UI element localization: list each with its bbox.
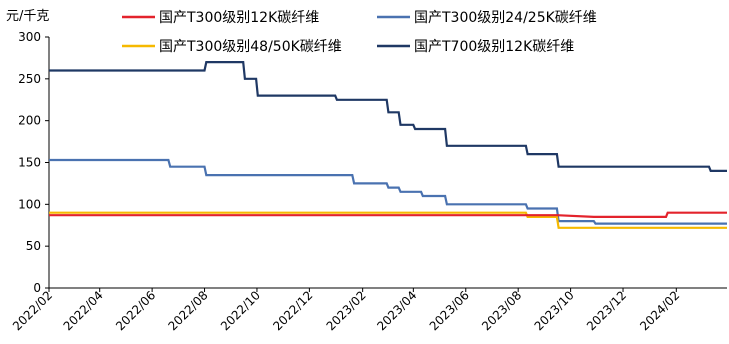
x-tick-label: 2022/10 bbox=[218, 288, 263, 333]
series-line-2 bbox=[49, 158, 727, 225]
x-tick-label: 2024/02 bbox=[637, 288, 682, 333]
x-tick-label: 2023/02 bbox=[324, 288, 369, 333]
series-line-4 bbox=[49, 60, 727, 172]
y-tick-label: 150 bbox=[18, 156, 41, 170]
y-axis-unit-label: 元/千克 bbox=[6, 9, 49, 24]
x-tick-label: 2022/12 bbox=[270, 288, 315, 333]
x-tick-label: 2023/06 bbox=[427, 288, 472, 333]
series-line-1 bbox=[49, 211, 727, 218]
series-layer bbox=[49, 60, 727, 229]
legend-label-4: 国产T700级别12K碳纤维 bbox=[414, 39, 574, 55]
x-tick-label: 2023/04 bbox=[374, 288, 419, 333]
x-tick-label: 2023/10 bbox=[532, 288, 577, 333]
x-tick-label: 2022/08 bbox=[166, 288, 211, 333]
series-line-3 bbox=[49, 211, 727, 229]
legend-label-1: 国产T300级别12K碳纤维 bbox=[159, 10, 319, 26]
y-tick-label: 300 bbox=[18, 30, 41, 44]
x-tick-label: 2022/04 bbox=[61, 288, 106, 333]
y-axis: 0 50 100 150 200 250 300 bbox=[18, 30, 50, 295]
x-axis: 2022/02 2022/04 2022/06 2022/08 2022/10 2022/… bbox=[10, 287, 727, 333]
x-tick-label: 2023/08 bbox=[479, 288, 524, 333]
x-tick-label: 2022/06 bbox=[113, 288, 158, 333]
legend-label-2: 国产T300级别24/25K碳纤维 bbox=[414, 10, 597, 26]
x-tick-label: 2023/12 bbox=[584, 288, 629, 333]
legend: 国产T300级别12K碳纤维 国产T300级别24/25K碳纤维国产T300级别4… bbox=[122, 10, 597, 55]
y-tick-label: 100 bbox=[18, 197, 41, 211]
y-tick-label: 250 bbox=[18, 72, 41, 86]
legend-label-3: 国产T300级别48/50K碳纤维 bbox=[159, 39, 342, 55]
y-tick-label: 0 bbox=[33, 281, 41, 295]
y-tick-label: 200 bbox=[18, 114, 41, 128]
y-tick-label: 50 bbox=[26, 239, 41, 253]
